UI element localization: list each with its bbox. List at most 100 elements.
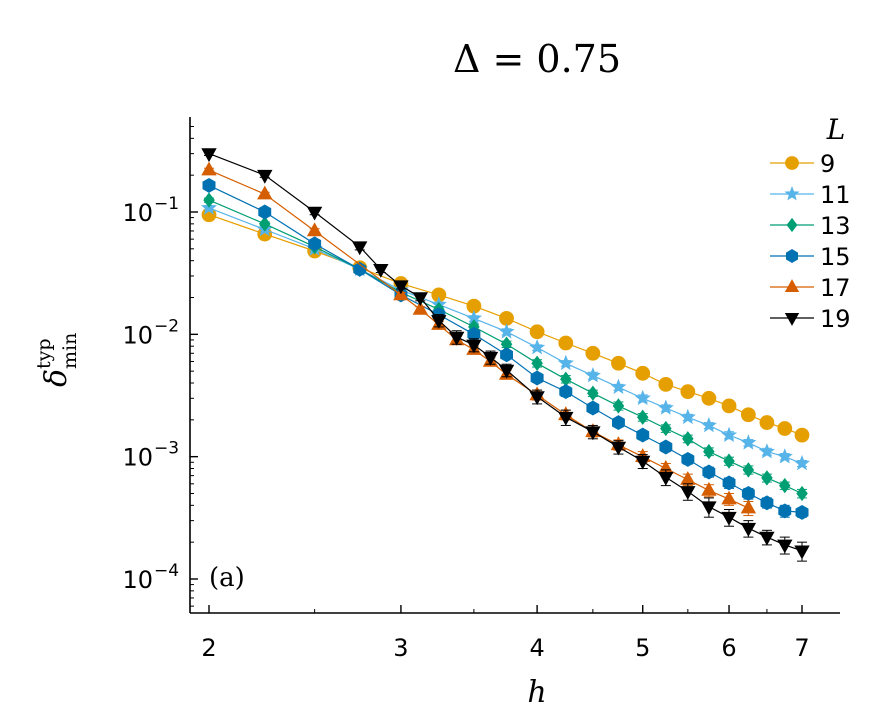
data-point-15: [308, 236, 322, 252]
data-point-15: [202, 177, 216, 193]
data-point-19: [680, 486, 696, 500]
data-point-15: [795, 504, 809, 520]
data-point-19: [431, 315, 447, 329]
data-point-17: [701, 481, 717, 496]
series-9: [201, 207, 810, 443]
legend-label: 19: [820, 305, 851, 333]
legend-label: 13: [820, 212, 851, 240]
data-point-15: [258, 204, 272, 220]
data-point-19: [740, 522, 757, 537]
y-axis-label-symbol: δ: [39, 369, 74, 387]
y-tick-label-exponent: −2: [154, 316, 179, 336]
data-point-15: [659, 439, 673, 455]
data-point-19: [257, 169, 273, 184]
data-point-9: [777, 421, 793, 436]
data-point-19: [658, 471, 674, 486]
data-point-19: [393, 280, 409, 295]
data-point-9: [721, 398, 737, 414]
data-point-13: [682, 431, 694, 447]
data-point-17: [201, 161, 217, 176]
data-point-17: [257, 185, 273, 200]
data-point-19: [449, 331, 465, 346]
data-point-11: [793, 455, 811, 471]
panel-label: (a): [209, 563, 245, 593]
data-point-19: [529, 391, 545, 406]
legend-label: 15: [820, 243, 851, 271]
data-point-17: [721, 490, 737, 505]
data-point-11: [529, 339, 546, 355]
data-series: [200, 148, 811, 562]
data-point-13: [531, 355, 543, 371]
data-point-19: [777, 539, 793, 554]
y-tick-label-base: 10: [122, 444, 153, 472]
data-point-15: [778, 503, 792, 519]
x-ticks: 2 3 4 5 6 7: [201, 605, 810, 662]
legend-item-15: 15: [770, 243, 851, 271]
x-axis-label: h: [527, 675, 546, 710]
data-point-13: [637, 409, 649, 425]
data-point-11: [776, 448, 793, 464]
data-point-15: [353, 261, 367, 277]
x-tick-label: 7: [794, 634, 809, 662]
data-point-11: [758, 443, 775, 459]
data-point-15: [530, 370, 544, 386]
data-point-9: [740, 407, 756, 423]
data-point-9: [529, 324, 545, 340]
series-19: [201, 148, 810, 562]
data-point-11: [679, 408, 696, 425]
y-tick-label-exponent: −1: [154, 194, 179, 214]
data-point-13: [203, 192, 215, 208]
data-point-13: [587, 385, 599, 401]
y-tick-label-base: 10: [122, 199, 153, 227]
data-point-19: [610, 441, 627, 456]
data-point-19: [759, 531, 775, 546]
x-tick-label: 6: [721, 634, 736, 662]
data-point-19: [585, 426, 601, 441]
data-point-15: [559, 384, 573, 400]
data-point-9: [794, 427, 810, 443]
data-point-15: [612, 415, 625, 431]
data-point-15: [702, 464, 716, 480]
x-tick-label: 2: [201, 634, 216, 662]
series-13: [203, 192, 808, 502]
legend-label: 11: [820, 181, 851, 209]
legend-label: 17: [820, 274, 851, 302]
data-point-9: [558, 335, 574, 351]
x-tick-label: 4: [529, 634, 544, 662]
y-axis-label-superscript: typ: [33, 338, 55, 369]
data-point-11: [720, 426, 738, 442]
data-point-13: [761, 470, 773, 486]
legend-marker: [784, 279, 800, 293]
data-point-11: [557, 354, 574, 371]
y-axis-label-subscript: min: [59, 333, 81, 369]
data-point-19: [498, 364, 515, 379]
data-point-15: [722, 475, 736, 491]
data-point-19: [701, 501, 717, 516]
data-point-11: [657, 399, 674, 415]
legend-item-11: 11: [770, 181, 851, 209]
data-point-15: [586, 400, 600, 416]
series-15: [202, 177, 809, 520]
data-point-11: [610, 378, 627, 395]
data-point-9: [499, 310, 514, 326]
legend-marker: [786, 217, 798, 233]
data-point-19: [635, 455, 651, 470]
legend-title: L: [826, 113, 846, 146]
data-point-13: [742, 462, 755, 478]
legend-marker: [784, 312, 800, 326]
data-point-15: [636, 427, 650, 443]
data-point-13: [723, 453, 735, 469]
data-point-19: [306, 206, 323, 221]
data-point-19: [352, 241, 368, 256]
data-point-19: [721, 511, 737, 526]
y-ticks: 10−410−310−210−1: [122, 125, 198, 607]
data-point-9: [658, 376, 674, 392]
chart-title: Δ = 0.75: [453, 37, 621, 81]
data-point-9: [759, 415, 775, 430]
data-point-11: [584, 367, 601, 383]
data-point-11: [700, 416, 717, 433]
data-point-17: [306, 222, 323, 237]
data-point-11: [634, 389, 651, 406]
data-point-15: [760, 495, 774, 511]
